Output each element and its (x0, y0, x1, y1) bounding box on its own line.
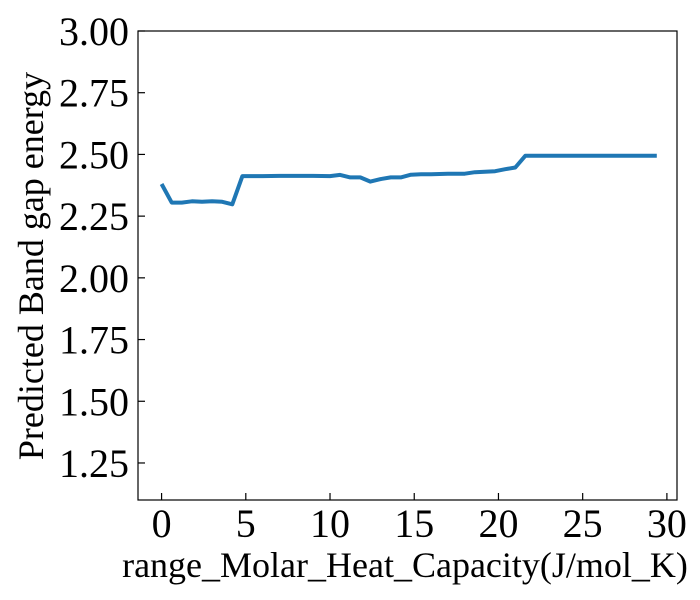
series-line (159, 153, 657, 207)
y-tick-label: 2.25 (59, 194, 129, 239)
y-axis-label: Predicted Band gap energy (11, 72, 51, 460)
ticks-layer: 0 5 10 15 20 25 30 1.25 1.50 1.75 2.00 2.25 2.50 2.75… (59, 9, 687, 546)
y-tick-label: 2.50 (59, 132, 129, 177)
y-tick-label: 1.75 (59, 318, 129, 363)
x-tick-label: 10 (310, 501, 350, 546)
x-axis-label: range_Molar_Heat_Capacity(J/mol_K) (122, 545, 688, 585)
y-tick-label: 3.00 (59, 9, 129, 54)
x-tick-label: 5 (236, 501, 256, 546)
y-tick-label: 1.50 (59, 379, 129, 424)
x-tick-label: 15 (394, 501, 434, 546)
y-tick-label: 2.75 (59, 71, 129, 116)
x-tick-label: 0 (152, 501, 172, 546)
series-layer (159, 153, 657, 207)
plot-frame (137, 30, 678, 501)
y-tick-label: 1.25 (59, 441, 129, 486)
x-tick-label: 20 (478, 501, 518, 546)
plot-background (138, 31, 677, 500)
x-tick-label: 25 (563, 501, 603, 546)
y-tick-label: 2.00 (59, 256, 129, 301)
x-tick-label: 30 (647, 501, 687, 546)
